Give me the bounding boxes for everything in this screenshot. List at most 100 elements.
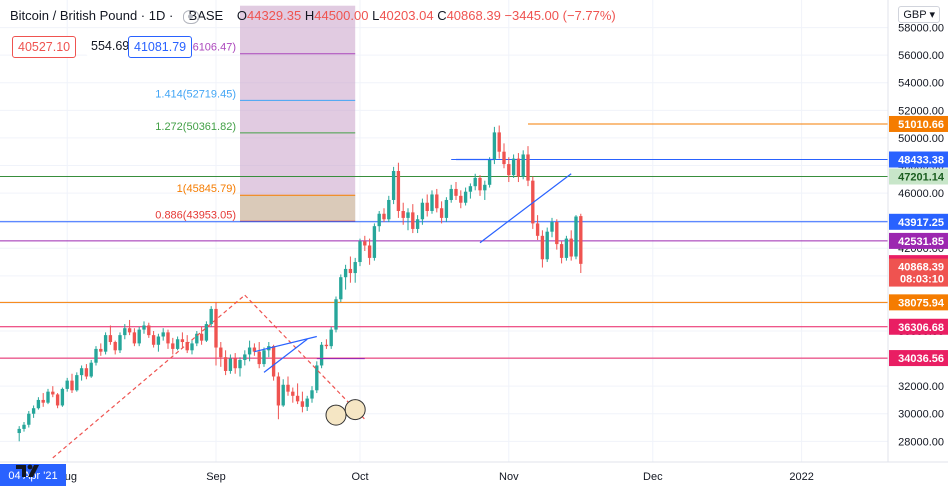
candle-body bbox=[444, 199, 449, 218]
candle-body bbox=[27, 413, 31, 425]
candle-body bbox=[459, 195, 463, 203]
candle-body bbox=[132, 332, 137, 344]
visibility-icon[interactable] bbox=[182, 9, 199, 24]
x-tick-label: Oct bbox=[351, 471, 368, 483]
candle-body bbox=[372, 226, 377, 258]
candle-body bbox=[171, 343, 175, 349]
candle-body bbox=[559, 244, 564, 258]
candle-body bbox=[142, 325, 146, 330]
candle-body bbox=[127, 328, 132, 333]
candle-body bbox=[46, 391, 50, 403]
price-badge bbox=[889, 232, 948, 249]
fib-level-label: 1.272(50361.82) bbox=[155, 121, 236, 133]
candle-body bbox=[166, 332, 170, 344]
candle-body bbox=[545, 231, 549, 260]
y-tick-label: 52000.00 bbox=[898, 105, 944, 117]
candle-body bbox=[492, 132, 497, 160]
candle-body bbox=[190, 343, 194, 351]
candle-body bbox=[252, 347, 257, 352]
candle-body bbox=[468, 186, 473, 192]
candle-body bbox=[84, 368, 89, 377]
low-label: L bbox=[372, 8, 380, 23]
chevron-down-icon: ▾ bbox=[929, 9, 935, 21]
candle-body bbox=[55, 394, 60, 406]
y-tick-label: 50000.00 bbox=[898, 133, 944, 145]
candle-body bbox=[478, 177, 482, 191]
fib-zone bbox=[240, 195, 356, 222]
candle-body bbox=[89, 362, 93, 377]
candle-body bbox=[521, 154, 525, 177]
candle-body bbox=[343, 268, 348, 278]
candle-body bbox=[17, 428, 21, 434]
candle-body bbox=[271, 346, 276, 377]
sell-button[interactable]: 40527.10 bbox=[12, 36, 77, 58]
candle-body bbox=[411, 212, 415, 229]
candle-body bbox=[305, 398, 309, 407]
marker-circle bbox=[325, 404, 347, 426]
candle-body bbox=[358, 241, 362, 263]
open-value: 44329.35 bbox=[246, 8, 302, 23]
candle-body bbox=[257, 351, 261, 365]
candle-body bbox=[118, 335, 122, 351]
candle-body bbox=[300, 401, 305, 407]
candle-body bbox=[387, 199, 391, 220]
candle-body bbox=[382, 213, 386, 220]
price-badge-label: 38075.94 bbox=[898, 297, 945, 309]
candle-body bbox=[209, 308, 213, 325]
candle-body bbox=[348, 268, 353, 274]
price-badge-label: 36306.68 bbox=[898, 322, 944, 334]
candle-body bbox=[435, 194, 439, 209]
candle-body bbox=[540, 235, 545, 260]
candle-body bbox=[463, 191, 468, 203]
x-tick-label: Nov bbox=[499, 471, 519, 483]
candle-body bbox=[147, 325, 151, 336]
candle-body bbox=[31, 408, 36, 414]
candle-body bbox=[367, 245, 372, 258]
y-tick-label: 58000.00 bbox=[898, 23, 944, 35]
candle-body bbox=[516, 158, 521, 177]
price-badge bbox=[889, 294, 948, 311]
y-tick-label: 30000.00 bbox=[898, 409, 944, 421]
trendlines bbox=[52, 158, 572, 459]
price-badge bbox=[889, 115, 948, 132]
buy-button[interactable]: 41081.79 bbox=[128, 36, 193, 58]
candle-body bbox=[151, 335, 156, 345]
candle-body bbox=[214, 308, 218, 348]
candle-body bbox=[420, 202, 425, 220]
candle-body bbox=[295, 395, 300, 402]
x-tick-label: Sep bbox=[206, 471, 226, 483]
price-badge-label: 47201.14 bbox=[898, 172, 945, 184]
symbol-title[interactable]: Bitcoin / British Pound · 1D · bbox=[10, 8, 174, 23]
price-badge-label: 43917.25 bbox=[898, 217, 944, 229]
candle-body bbox=[228, 358, 233, 371]
candle-body bbox=[310, 390, 314, 399]
candle-body bbox=[243, 354, 247, 360]
candle-body bbox=[185, 342, 189, 351]
candle-body bbox=[507, 164, 511, 176]
candle-body bbox=[377, 213, 381, 227]
candle-body bbox=[22, 424, 26, 429]
candle-body bbox=[204, 324, 209, 341]
low-value: 40203.04 bbox=[379, 8, 434, 23]
candle-body bbox=[113, 342, 117, 351]
chart-header: Bitcoin / British Pound · 1D · BASE O443… bbox=[10, 8, 616, 24]
candle-body bbox=[555, 222, 559, 245]
fib-level-label: 0.886(43953.05) bbox=[155, 209, 236, 221]
trendline bbox=[244, 294, 366, 420]
tradingview-logo-icon[interactable] bbox=[14, 459, 44, 481]
currency-selector[interactable]: GBP ▾ bbox=[898, 6, 940, 23]
candle-body bbox=[247, 347, 252, 355]
candle-body bbox=[41, 399, 45, 403]
x-tick-label: Dec bbox=[643, 471, 663, 483]
candle-body bbox=[233, 358, 237, 369]
close-label: C bbox=[437, 8, 447, 23]
candle-body bbox=[579, 216, 583, 264]
candle-body bbox=[425, 202, 429, 212]
fib-level-label: 1.414(52719.45) bbox=[155, 88, 236, 100]
change-value: −3445.00 (−7.77%) bbox=[504, 8, 616, 23]
candle-body bbox=[156, 336, 161, 345]
marker-circle bbox=[344, 399, 366, 421]
candle-body bbox=[401, 211, 405, 218]
